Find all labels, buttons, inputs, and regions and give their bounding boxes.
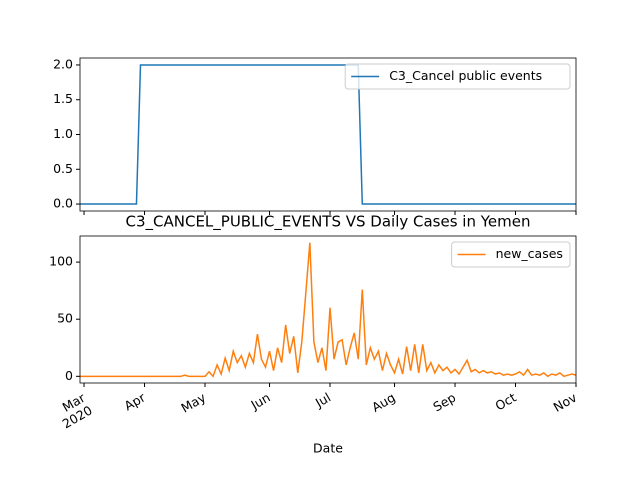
y-tick-label: 2.0	[53, 56, 73, 71]
y-tick-label: 1.0	[53, 126, 73, 141]
y-tick-label: 50	[57, 311, 73, 326]
x-tick-label: Apr	[122, 389, 149, 413]
legend-box	[344, 63, 571, 90]
x-tick-label: Mar2020	[52, 389, 95, 431]
legend-label: new_cases	[496, 246, 563, 261]
x-tick-label: Aug	[369, 390, 398, 415]
x-axis-label: Date	[313, 441, 343, 456]
y-tick-label: 0.5	[53, 161, 73, 176]
series-line	[80, 64, 576, 205]
x-tick-label: Oct	[493, 390, 519, 414]
legend: new_cases	[451, 241, 571, 268]
x-tick-label: Nov	[551, 389, 580, 414]
chart-title: C3_CANCEL_PUBLIC_EVENTS VS Daily Cases i…	[126, 213, 531, 232]
x-tick-label: Jul	[312, 390, 333, 411]
y-tick-label: 1.5	[53, 91, 73, 106]
y-tick-label: 0	[65, 368, 73, 383]
series-line	[80, 242, 577, 378]
y-tick-label: 100	[49, 254, 73, 269]
legend: C3_Cancel public events	[344, 63, 571, 90]
y-tick-label: 0.0	[53, 196, 73, 211]
x-tick-label: Sep	[430, 390, 458, 415]
legend-label: C3_Cancel public events	[389, 68, 542, 83]
axes-frame	[79, 57, 577, 212]
x-tick-label: May	[178, 389, 208, 415]
x-tick-label: Jun	[247, 390, 272, 413]
axes-frame	[79, 235, 577, 384]
legend-box	[451, 241, 571, 268]
